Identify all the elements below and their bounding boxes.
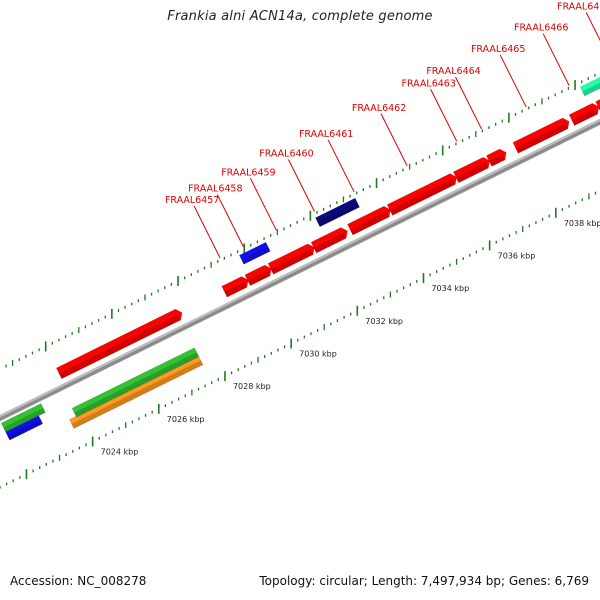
tick-label: 7024 kbp bbox=[101, 448, 139, 457]
cds-arrow[interactable] bbox=[512, 117, 570, 154]
gene-leader-line bbox=[585, 12, 600, 42]
gene-label[interactable]: FRAAL6467 bbox=[557, 1, 600, 12]
gene-label[interactable]: FRAAL6463 bbox=[401, 78, 455, 89]
accession-text: Accession: NC_008278 bbox=[10, 574, 147, 588]
cds-arrow[interactable] bbox=[347, 205, 391, 236]
tick-label: 7026 kbp bbox=[167, 415, 205, 424]
inner-tick-track: 7024 kbp 7026 kbp 7028 kbp 7030 kbp 7032 kbp… bbox=[0, 191, 600, 489]
gene-label[interactable]: FRAAL6466 bbox=[514, 23, 568, 34]
gene-track bbox=[55, 99, 600, 380]
feature-bar-green[interactable] bbox=[71, 347, 200, 418]
feature-bar-green[interactable] bbox=[0, 403, 46, 433]
gene-label[interactable]: FRAAL6457 bbox=[165, 195, 219, 206]
feature-bar-navy[interactable] bbox=[315, 197, 360, 228]
gene-leader-line bbox=[499, 54, 527, 108]
backbone-line-core bbox=[0, 121, 600, 421]
tick-label: 7028 kbp bbox=[233, 382, 271, 391]
gene-leader-line bbox=[216, 194, 244, 247]
tick-label: 7030 kbp bbox=[299, 349, 337, 358]
cds-arrow[interactable] bbox=[386, 173, 457, 216]
gene-label[interactable]: FRAAL6458 bbox=[188, 184, 242, 195]
cds-arrow[interactable] bbox=[310, 227, 348, 254]
cds-arrow[interactable] bbox=[486, 148, 507, 167]
gene-leader-line bbox=[430, 89, 458, 142]
gene-leader-line bbox=[287, 159, 315, 212]
cds-arrow[interactable] bbox=[221, 276, 249, 298]
gene-leader-line bbox=[455, 76, 482, 130]
backbone-track bbox=[0, 118, 600, 422]
outer-tick-track bbox=[0, 73, 596, 371]
genome-summary-text: Topology: circular; Length: 7,497,934 bp… bbox=[259, 574, 589, 588]
gene-label[interactable]: FRAAL6465 bbox=[471, 44, 525, 55]
gene-label[interactable]: FRAAL6462 bbox=[352, 103, 406, 114]
feature-bar-aqua[interactable] bbox=[579, 64, 600, 97]
cds-arrow[interactable] bbox=[267, 243, 315, 275]
feature-bar-blue[interactable] bbox=[238, 241, 271, 265]
cds-arrow[interactable] bbox=[568, 102, 600, 126]
gene-label[interactable]: FRAAL6461 bbox=[299, 129, 353, 140]
feature-track bbox=[0, 64, 600, 441]
gene-leader-line bbox=[249, 178, 277, 231]
tick-label: 7034 kbp bbox=[431, 284, 469, 293]
tick-label: 7038 kbp bbox=[564, 219, 600, 228]
gene-leader-line bbox=[327, 139, 355, 193]
cds-arrow[interactable] bbox=[452, 156, 491, 184]
page-title: Frankia alni ACN14a, complete genome bbox=[167, 9, 433, 24]
cds-arrow[interactable] bbox=[55, 308, 183, 380]
cds-arrow[interactable] bbox=[244, 264, 272, 287]
tick-label: 7036 kbp bbox=[498, 251, 536, 260]
gene-label[interactable]: FRAAL6460 bbox=[259, 149, 313, 160]
tick-label: 7032 kbp bbox=[365, 317, 403, 326]
gene-label[interactable]: FRAAL6464 bbox=[426, 66, 480, 77]
gene-leader-line bbox=[193, 205, 221, 259]
gene-leader-line bbox=[380, 113, 408, 166]
gene-label[interactable]: FRAAL6459 bbox=[221, 167, 275, 178]
gene-leader-line bbox=[542, 33, 570, 86]
